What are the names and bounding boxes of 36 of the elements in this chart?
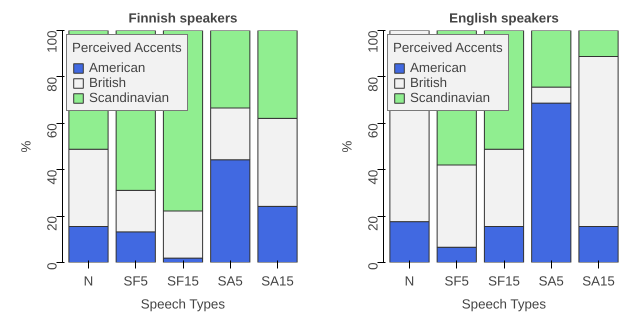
x-axis-title: Speech Types [140,296,226,312]
x-tick-label: N [404,274,414,288]
x-tick-label: SF15 [488,274,520,288]
x-tick-label: SF5 [124,274,148,288]
legend-label: British [89,75,126,90]
legend-title: Perceived Accents [393,40,503,55]
x-tick-label: SA15 [261,274,294,288]
y-tick-label: 0 [366,262,380,270]
legend-label: Scandinavian [89,90,170,105]
y-tick-label: 100 [44,30,60,53]
y-tick-label: 40 [366,170,380,185]
legend-label: British [410,75,448,90]
y-tick-label: 20 [44,216,60,231]
y-tick-label: 80 [44,76,60,92]
y-tick-label: 20 [366,216,380,231]
legend-label: American [89,60,146,75]
y-axis-title: % [340,140,354,152]
x-axis-title: Speech Types [462,296,546,312]
legend-title: Perceived Accents [72,40,182,55]
legend-label: Scandinavian [410,90,490,105]
y-tick-label: 0 [44,262,60,270]
y-tick-label: 80 [366,76,380,92]
y-tick-label: 100 [366,30,380,53]
x-tick-label: SA5 [538,274,564,288]
y-tick-label: 40 [44,170,60,185]
y-tick-label: 60 [44,123,60,138]
chart-title: Finnish speakers [128,10,238,26]
chart-title: English speakers [449,10,559,26]
x-tick-label: SA5 [218,274,243,288]
x-tick-label: SF15 [167,274,199,288]
y-axis-title: % [18,140,34,152]
legend-label: American [410,60,466,75]
x-tick-label: SF5 [444,274,469,288]
x-tick-label: N [84,274,94,288]
x-tick-label: SA15 [582,274,615,288]
y-tick-label: 60 [366,123,380,138]
